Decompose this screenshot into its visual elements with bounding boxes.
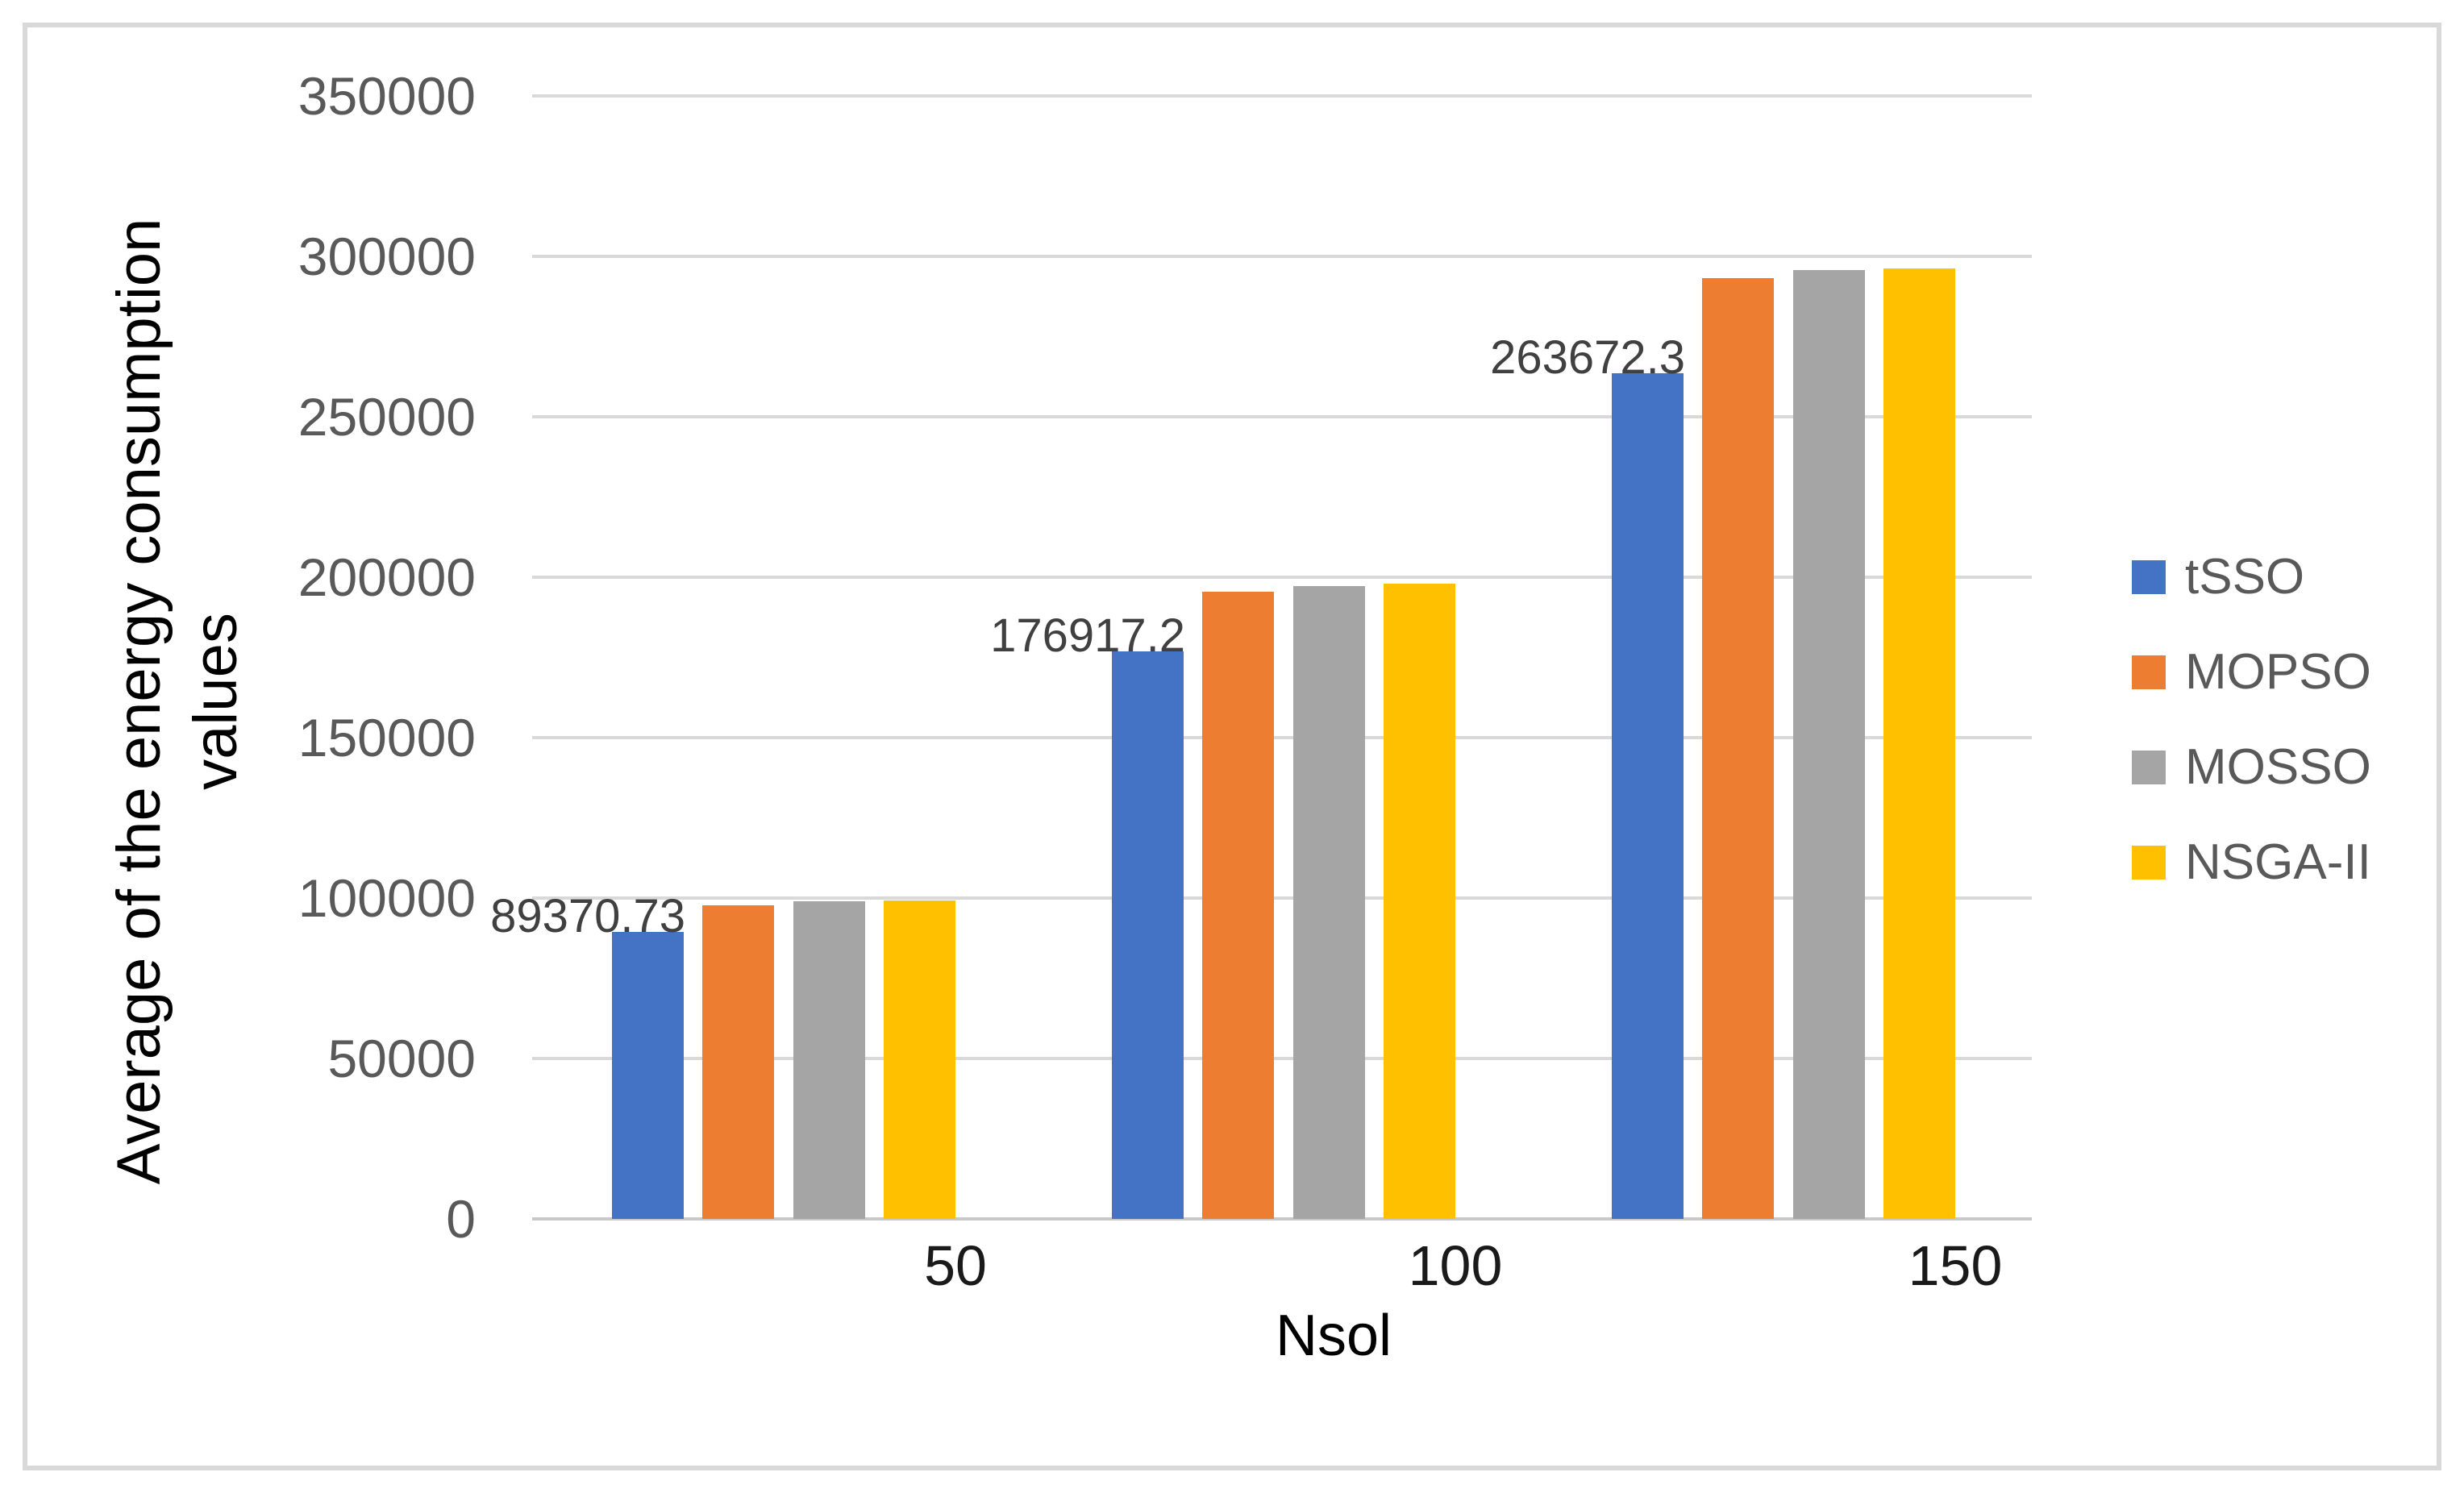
gridline-100000 xyxy=(532,896,2032,900)
gridline-350000 xyxy=(532,94,2032,98)
x-tick-label-100: 100 xyxy=(1408,1234,1503,1297)
legend-label: MOSSO xyxy=(2185,739,2371,795)
bar-MOPSO-100 xyxy=(1202,591,1275,1219)
legend-swatch-MOSSO xyxy=(2132,751,2166,784)
bar-MOSSO-50 xyxy=(793,900,865,1219)
y-tick-label-200000: 200000 xyxy=(298,547,476,607)
y-tick-label-0: 0 xyxy=(446,1189,476,1249)
legend-label: NSGA-II xyxy=(2185,834,2371,890)
data-label-tSSO-50: 89370.73 xyxy=(490,890,685,943)
y-tick-label-250000: 250000 xyxy=(298,387,476,447)
legend-item-MOPSO: MOPSO xyxy=(2132,647,2371,697)
bar-MOPSO-50 xyxy=(702,905,775,1219)
legend-label: tSSO xyxy=(2185,549,2305,605)
bar-tSSO-50 xyxy=(612,932,684,1219)
bar-NSGA-II-100 xyxy=(1383,583,1455,1219)
bar-tSSO-150 xyxy=(1612,372,1684,1219)
y-tick-label-300000: 300000 xyxy=(298,227,476,286)
chart-border xyxy=(23,23,2441,1470)
legend-item-MOSSO: MOSSO xyxy=(2132,742,2371,792)
data-label-tSSO-150: 263672.3 xyxy=(1490,331,1685,384)
y-tick-label-150000: 150000 xyxy=(298,708,476,767)
gridline-150000 xyxy=(532,736,2032,739)
x-tick-label-150: 150 xyxy=(1908,1234,2003,1297)
y-tick-label-350000: 350000 xyxy=(298,66,476,126)
x-tick-label-50: 50 xyxy=(924,1234,987,1297)
gridline-300000 xyxy=(532,255,2032,258)
legend-item-NSGA-II: NSGA-II xyxy=(2132,838,2371,888)
bar-MOPSO-150 xyxy=(1702,277,1775,1219)
gridline-200000 xyxy=(532,576,2032,579)
bar-NSGA-II-150 xyxy=(1883,268,1955,1219)
legend: tSSO MOPSO MOSSO NSGA-II xyxy=(2132,552,2371,941)
legend-label: MOPSO xyxy=(2185,644,2371,700)
gridline-250000 xyxy=(532,415,2032,418)
x-axis-line xyxy=(532,1217,2032,1221)
legend-swatch-tSSO xyxy=(2132,560,2166,594)
legend-item-tSSO: tSSO xyxy=(2132,552,2371,602)
y-tick-label-50000: 50000 xyxy=(327,1029,476,1088)
legend-swatch-MOPSO xyxy=(2132,655,2166,689)
bar-MOSSO-150 xyxy=(1792,269,1865,1219)
legend-swatch-NSGA-II xyxy=(2132,846,2166,880)
y-tick-label-100000: 100000 xyxy=(298,868,476,928)
gridline-50000 xyxy=(532,1057,2032,1060)
data-label-tSSO-100: 176917.2 xyxy=(990,609,1185,662)
bar-tSSO-100 xyxy=(1112,651,1184,1219)
bar-MOSSO-100 xyxy=(1292,585,1365,1219)
x-axis-title: Nsol xyxy=(1275,1304,1392,1368)
bar-NSGA-II-50 xyxy=(883,900,955,1219)
